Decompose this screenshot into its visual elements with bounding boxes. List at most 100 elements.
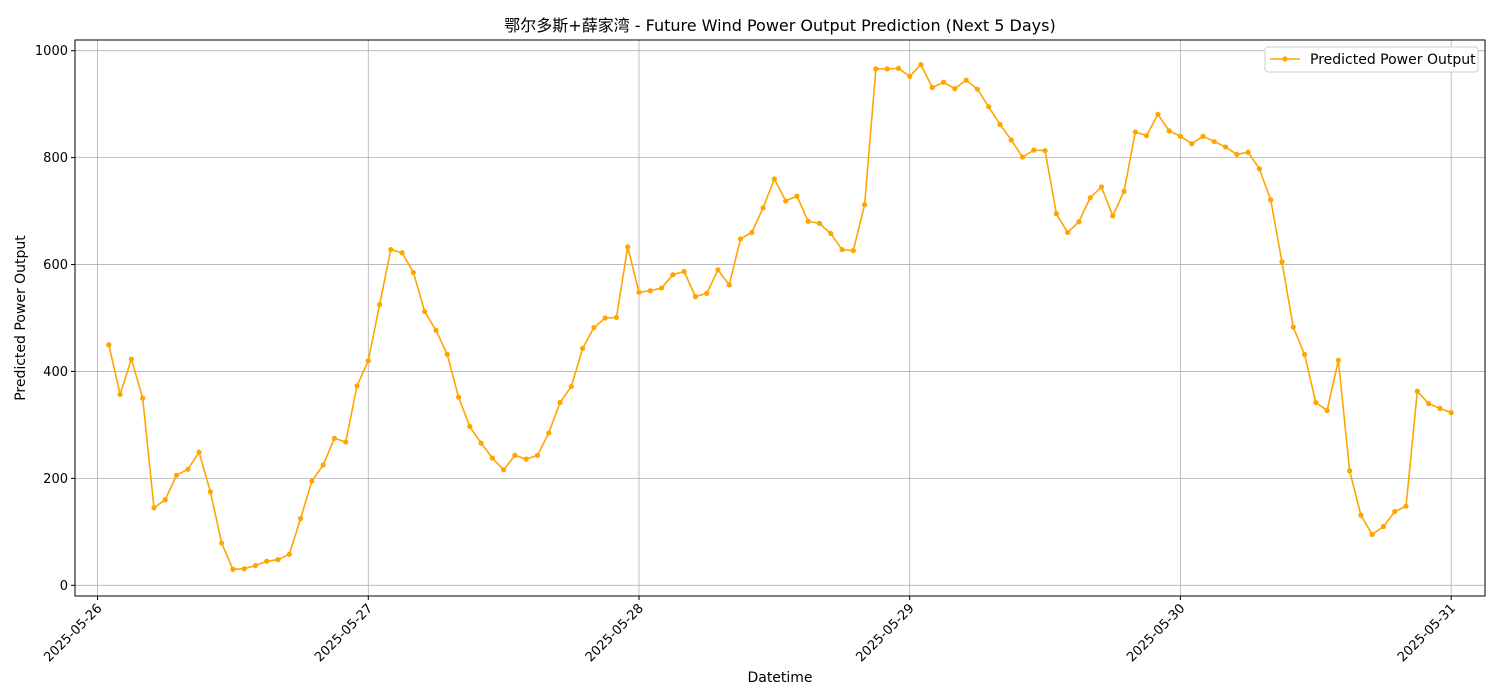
data-point <box>771 176 777 182</box>
data-point <box>331 435 338 441</box>
data-point <box>862 202 868 208</box>
data-point <box>952 86 958 92</box>
data-point <box>1031 147 1037 153</box>
data-point <box>1279 259 1285 265</box>
data-point <box>963 77 969 83</box>
data-point <box>275 557 281 563</box>
data-point <box>467 423 473 430</box>
y-tick-label: 600 <box>43 258 68 273</box>
data-point <box>128 356 134 362</box>
data-point <box>1347 468 1353 474</box>
data-point <box>388 246 394 253</box>
y-tick-label: 800 <box>43 151 68 166</box>
data-point <box>1369 531 1375 538</box>
data-point <box>1098 184 1105 190</box>
legend: Predicted Power Output <box>1264 46 1479 73</box>
data-point <box>760 205 766 211</box>
data-point <box>433 327 439 333</box>
data-point <box>918 61 924 68</box>
y-tick-label: 200 <box>43 472 68 487</box>
data-point <box>1256 166 1262 172</box>
data-point <box>1189 141 1195 147</box>
data-point <box>850 248 856 254</box>
data-point <box>591 325 597 331</box>
data-point <box>704 290 710 297</box>
data-point <box>1110 213 1116 219</box>
data-point <box>1076 219 1082 225</box>
series-predicted-power-output <box>106 61 1454 572</box>
data-point <box>884 66 890 72</box>
data-point <box>320 462 326 468</box>
data-point <box>816 220 823 226</box>
data-point <box>1200 133 1206 139</box>
data-point <box>422 308 428 315</box>
legend-label: Predicted Power Output <box>1310 52 1476 68</box>
data-point <box>207 489 213 495</box>
data-point <box>997 121 1003 128</box>
data-point <box>929 84 935 91</box>
y-tick-label: 1000 <box>35 44 68 59</box>
data-point <box>1177 133 1184 139</box>
data-point <box>568 383 574 390</box>
data-point <box>1234 151 1240 158</box>
data-point <box>1132 129 1138 135</box>
data-point <box>444 351 450 357</box>
data-point <box>478 440 484 446</box>
data-point <box>839 246 845 253</box>
data-point <box>794 193 800 199</box>
data-point <box>298 515 304 522</box>
data-point <box>230 566 236 572</box>
data-point <box>1290 324 1296 330</box>
data-point <box>557 399 563 406</box>
data-point <box>173 472 180 478</box>
data-point <box>1358 512 1364 518</box>
data-point <box>1008 137 1014 143</box>
data-point <box>117 391 123 398</box>
data-point <box>974 86 981 92</box>
data-point <box>658 285 665 291</box>
data-point <box>805 218 811 224</box>
plot-frame <box>74 39 1486 597</box>
data-point <box>1121 188 1127 194</box>
data-point <box>625 244 631 250</box>
data-point <box>783 198 789 204</box>
data-point <box>647 288 653 294</box>
data-point <box>185 466 191 472</box>
data-point <box>1448 410 1454 416</box>
grid <box>75 40 1485 596</box>
data-point <box>523 456 529 462</box>
data-point <box>512 452 518 458</box>
data-point <box>546 430 552 436</box>
data-point <box>399 250 405 256</box>
data-point <box>1414 388 1420 394</box>
data-point <box>309 478 315 484</box>
data-point <box>162 497 168 503</box>
data-point <box>1437 405 1443 411</box>
data-point <box>613 314 620 321</box>
data-point <box>692 294 699 300</box>
data-point <box>1144 133 1150 139</box>
data-point <box>1403 503 1409 509</box>
data-point <box>602 315 608 321</box>
y-tick-label: 400 <box>43 365 68 380</box>
data-point <box>1155 111 1161 117</box>
data-point <box>1019 154 1026 160</box>
y-tick-label: 0 <box>60 579 68 594</box>
data-point <box>895 65 902 71</box>
x-axis-label: Datetime <box>747 670 812 686</box>
data-point <box>726 282 732 288</box>
data-point <box>286 551 292 557</box>
data-point <box>580 345 586 352</box>
legend-marker-swatch <box>1282 56 1288 62</box>
data-point <box>241 566 247 572</box>
y-axis-label: Predicted Power Output <box>13 235 29 401</box>
data-point <box>106 342 112 348</box>
data-point <box>681 268 687 275</box>
data-point <box>1065 229 1071 236</box>
data-point <box>376 302 383 308</box>
data-point <box>1392 508 1398 515</box>
data-point <box>1313 399 1319 406</box>
data-point <box>534 452 541 458</box>
data-point <box>1426 400 1432 407</box>
